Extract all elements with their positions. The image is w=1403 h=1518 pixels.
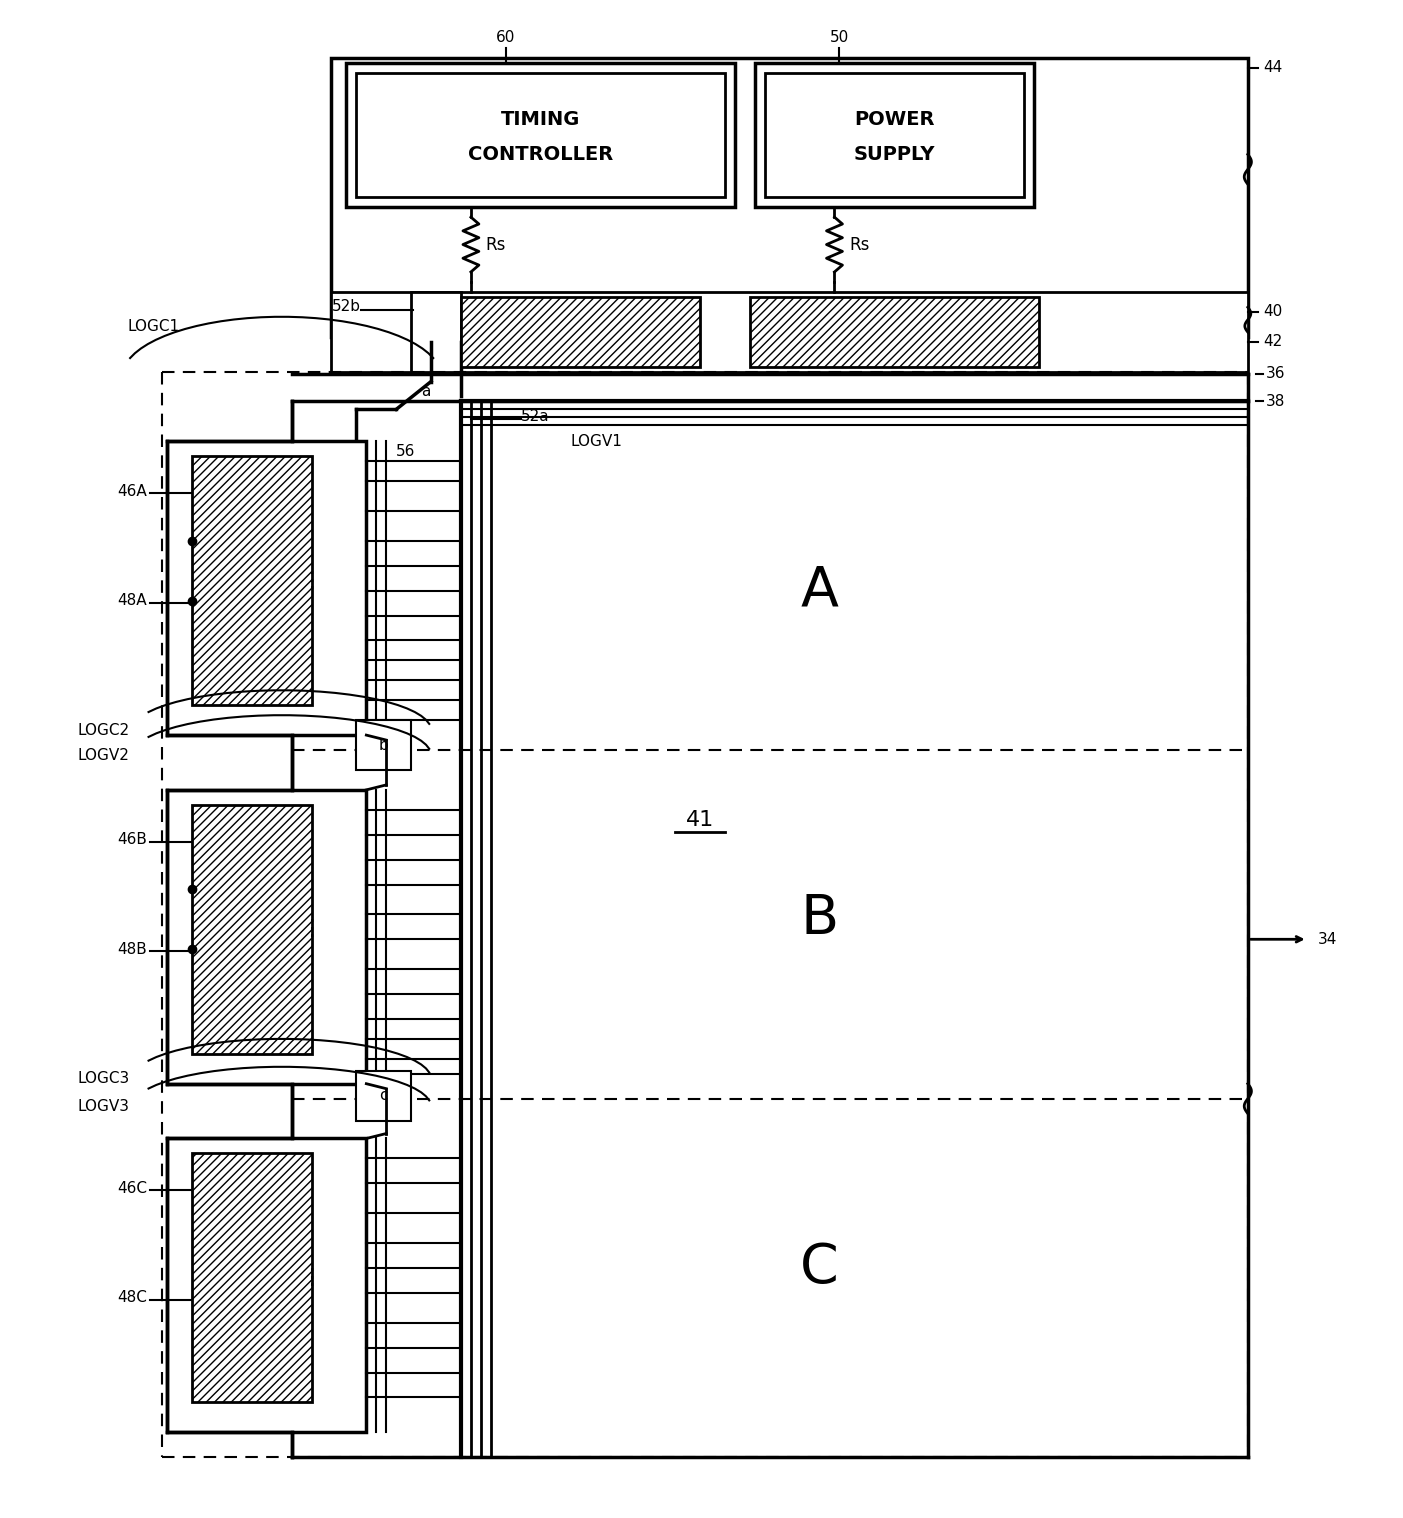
Text: a: a [421, 384, 431, 399]
Bar [356, 720, 411, 770]
Text: 52a: 52a [521, 408, 550, 424]
Bar [765, 73, 1024, 197]
Bar [192, 457, 311, 706]
Text: SUPPLY: SUPPLY [853, 144, 934, 164]
Text: c: c [379, 1088, 387, 1104]
Bar [167, 1138, 366, 1433]
Text: A: A [801, 563, 839, 618]
Text: 40: 40 [1263, 304, 1282, 319]
Text: CONTROLLER: CONTROLLER [469, 144, 613, 164]
Text: LOGC1: LOGC1 [128, 319, 180, 334]
Text: 48C: 48C [118, 1290, 147, 1305]
Text: 44: 44 [1263, 61, 1282, 76]
Bar [331, 291, 1247, 372]
Bar [331, 58, 1247, 337]
Text: ⋮: ⋮ [300, 1268, 323, 1287]
Bar [356, 1070, 411, 1120]
Text: 48B: 48B [118, 941, 147, 956]
Text: B: B [801, 893, 839, 946]
Text: 46C: 46C [118, 1181, 147, 1196]
Text: 46B: 46B [118, 832, 147, 847]
Text: 48A: 48A [118, 594, 147, 609]
Text: POWER: POWER [854, 109, 934, 129]
Text: 34: 34 [1317, 932, 1337, 947]
Text: Rs: Rs [849, 235, 870, 254]
Bar [755, 62, 1034, 206]
Text: LOGV2: LOGV2 [77, 747, 129, 762]
Text: TIMING: TIMING [501, 109, 581, 129]
Text: LOGV3: LOGV3 [77, 1099, 129, 1114]
Text: 41: 41 [686, 809, 714, 830]
Text: 46A: 46A [118, 484, 147, 498]
Bar [167, 442, 366, 735]
Text: C: C [800, 1242, 839, 1295]
Text: ⋮: ⋮ [300, 920, 323, 940]
Bar [192, 805, 311, 1053]
Bar [356, 73, 725, 197]
Text: 56: 56 [396, 443, 415, 458]
Text: LOGC3: LOGC3 [77, 1072, 129, 1087]
Text: 38: 38 [1266, 395, 1285, 408]
Text: 36: 36 [1266, 366, 1285, 381]
Bar [749, 298, 1038, 366]
Bar [462, 298, 700, 366]
Text: 52b: 52b [333, 299, 362, 314]
Bar [192, 1154, 311, 1403]
Text: b: b [379, 738, 389, 753]
Text: Rs: Rs [485, 235, 506, 254]
Text: ⋮: ⋮ [300, 571, 323, 591]
Text: 50: 50 [829, 30, 849, 46]
Text: LOGC2: LOGC2 [77, 723, 129, 738]
Bar [411, 291, 462, 372]
Text: 60: 60 [497, 30, 515, 46]
Text: 42: 42 [1263, 334, 1282, 349]
Bar [347, 62, 735, 206]
Bar [167, 789, 366, 1084]
Text: LOGV1: LOGV1 [571, 434, 623, 449]
